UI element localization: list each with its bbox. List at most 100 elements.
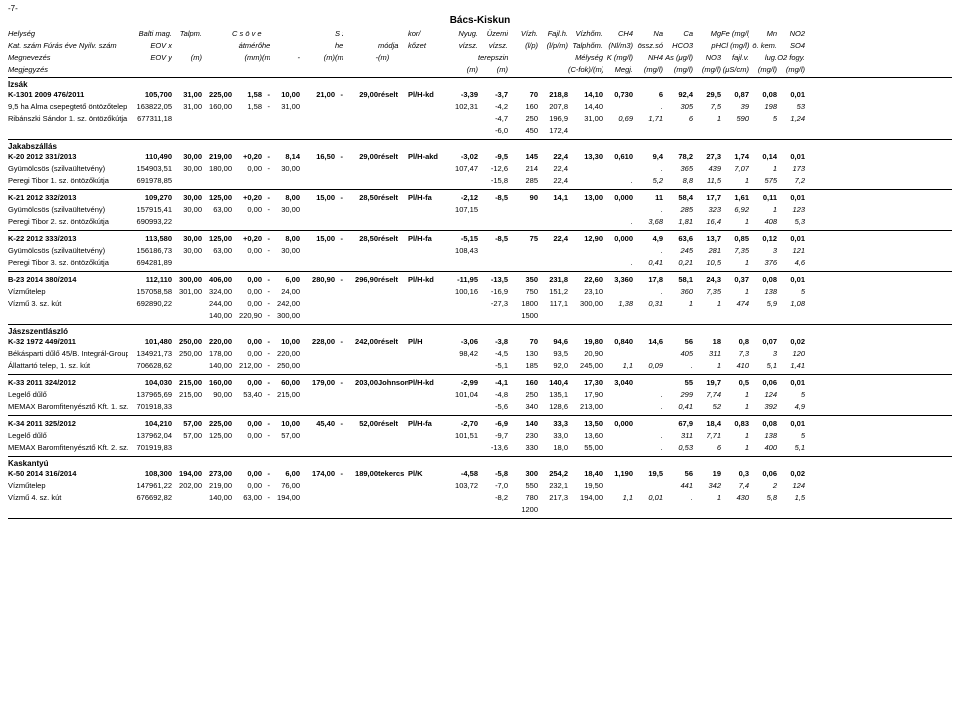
cell: 0,31 <box>633 298 663 310</box>
cell: - <box>335 89 343 101</box>
cell: 242,00 <box>270 298 300 310</box>
well-sub-row: Vízműtelep147961,22202,00219,000,00-76,0… <box>8 480 952 492</box>
cell: 140 <box>508 418 538 430</box>
well-head-row: K-32 1972 449/2011101,480250,00220,000,0… <box>8 336 952 348</box>
cell: 92,0 <box>538 360 568 372</box>
data-table: IzsákK-1301 2009 476/2011105,70031,00225… <box>8 80 952 519</box>
cell: -11,95 <box>448 274 478 286</box>
cell: 60,00 <box>270 377 300 389</box>
cell: 0,02 <box>777 468 805 480</box>
cell: 1,5 <box>777 492 805 504</box>
cell: 1 <box>721 257 749 269</box>
cell: 22,4 <box>538 163 568 175</box>
cell: 124 <box>749 389 777 401</box>
cell: 58,4 <box>663 192 693 204</box>
cell: 10,5 <box>693 257 721 269</box>
cell: . <box>603 216 633 228</box>
cell: 8,14 <box>270 151 300 163</box>
cell: 128,6 <box>538 401 568 413</box>
cell: 125,00 <box>202 430 232 442</box>
cell: 6,00 <box>270 274 300 286</box>
cell: 7,07 <box>721 163 749 175</box>
cell: 180,00 <box>202 163 232 175</box>
cell: 300,00 <box>270 310 300 322</box>
cell: 0,01 <box>633 492 663 504</box>
cell: 145 <box>508 151 538 163</box>
cell: 0,5 <box>721 377 749 389</box>
well-sub-row: Gyümölcsös (szilvaültetvény)154903,5130,… <box>8 163 952 175</box>
cell: 130 <box>508 348 538 360</box>
cell: - <box>262 298 270 310</box>
cell: 0,01 <box>777 233 805 245</box>
cell: 0,01 <box>777 192 805 204</box>
cell: 228,00 <box>300 336 335 348</box>
cell: . <box>603 257 633 269</box>
cell: 53,40 <box>232 389 262 401</box>
cell: 33,0 <box>538 430 568 442</box>
cell: 24,00 <box>270 286 300 298</box>
cell: 15,00 <box>300 233 335 245</box>
cell: . <box>633 163 663 175</box>
cell: 147961,22 <box>128 480 172 492</box>
cell: . <box>603 175 633 187</box>
group-name: Jakabszállás <box>8 142 952 151</box>
cell: 109,270 <box>128 192 172 204</box>
cell: 67,9 <box>663 418 693 430</box>
cell: 108,300 <box>128 468 172 480</box>
cell: 0,00 <box>232 163 262 175</box>
well-sub-row: 140,00220,90-300,001500 <box>8 310 952 322</box>
cell: -9,7 <box>478 430 508 442</box>
cell: 0,00 <box>232 348 262 360</box>
cell: - <box>262 233 270 245</box>
cell: 392 <box>749 401 777 413</box>
cell: 14,40 <box>568 101 603 113</box>
cell: 0,21 <box>663 257 693 269</box>
cell: -2,99 <box>448 377 478 389</box>
cell: 0,06 <box>749 377 777 389</box>
cell: -16,9 <box>478 286 508 298</box>
cell: 1,81 <box>663 216 693 228</box>
cell: 30,00 <box>172 245 202 257</box>
cell: 19,7 <box>693 377 721 389</box>
cell: 134921,73 <box>128 348 172 360</box>
cell: - <box>262 101 270 113</box>
well-head-row: K-21 2012 332/2013109,27030,00125,00+0,2… <box>8 192 952 204</box>
cell: 0,00 <box>232 430 262 442</box>
cell: 215,00 <box>172 377 202 389</box>
cell: 30,00 <box>270 245 300 257</box>
cell: -3,39 <box>448 89 478 101</box>
cell: 101,480 <box>128 336 172 348</box>
cell: 57,00 <box>270 430 300 442</box>
cell: . <box>633 442 663 454</box>
cell: - <box>262 418 270 430</box>
cell: 18 <box>693 336 721 348</box>
cell: 13,00 <box>568 192 603 204</box>
cell: -3,7 <box>478 89 508 101</box>
cell: 1 <box>693 360 721 372</box>
cell: - <box>262 274 270 286</box>
cell: 29,00 <box>343 89 378 101</box>
cell: 7,74 <box>693 389 721 401</box>
cell: -5,6 <box>478 401 508 413</box>
cell: - <box>335 377 343 389</box>
cell: 365 <box>663 163 693 175</box>
cell: 18,4 <box>693 418 721 430</box>
cell: 690993,22 <box>128 216 172 228</box>
cell: 30,00 <box>172 192 202 204</box>
cell: réselt <box>378 192 408 204</box>
cell: 140,4 <box>538 377 568 389</box>
cell: 39 <box>721 101 749 113</box>
well-sub-row: MEMAX Baromfitenyésztő Kft. 1. sz. kútja… <box>8 401 952 413</box>
cell: 342 <box>693 480 721 492</box>
cell: 100,16 <box>448 286 478 298</box>
cell: tekercs <box>378 468 408 480</box>
cell: +0,20 <box>232 192 262 204</box>
cell: K-22 2012 333/2013 <box>8 233 128 245</box>
cell: 30,00 <box>172 233 202 245</box>
cell: 300,00 <box>172 274 202 286</box>
cell: 57,00 <box>172 418 202 430</box>
cell: . <box>633 401 663 413</box>
cell: -5,1 <box>478 360 508 372</box>
cell: -6,0 <box>478 125 508 137</box>
cell: 217,3 <box>538 492 568 504</box>
